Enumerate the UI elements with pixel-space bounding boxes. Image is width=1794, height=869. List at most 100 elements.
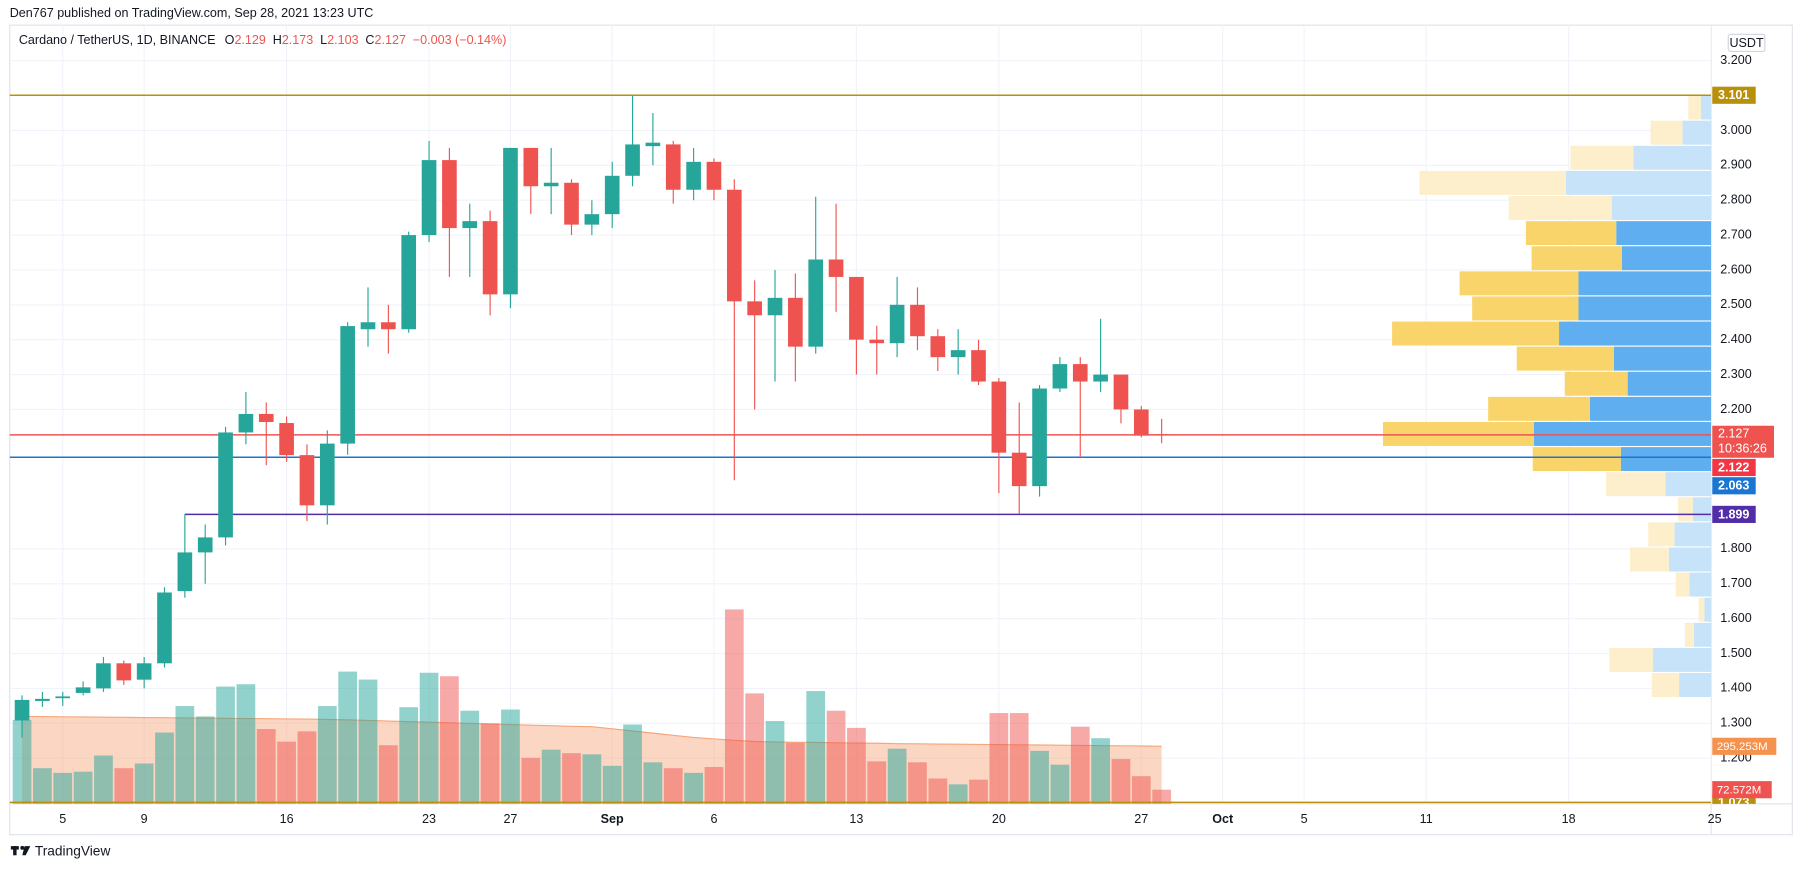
x-tick-label: 27 xyxy=(1134,812,1148,826)
profile-up xyxy=(1650,120,1683,145)
candle-body xyxy=(1072,364,1088,382)
ohlc-key: L xyxy=(320,33,327,47)
profile-down xyxy=(1679,673,1712,698)
volume-bar xyxy=(806,691,826,804)
level-label: 2.122 xyxy=(1718,460,1749,474)
volume-bar xyxy=(562,753,581,804)
volume-bar xyxy=(358,679,378,804)
legend: Cardano / TetherUS, 1D, BINANCE O2.129 H2.… xyxy=(19,33,507,47)
candle-body xyxy=(950,350,966,358)
volume-bar xyxy=(928,778,948,804)
y-tick-label: 1.700 xyxy=(1720,576,1751,590)
volume-bar xyxy=(867,761,887,804)
profile-up xyxy=(1648,522,1675,547)
candle-body xyxy=(299,455,315,506)
profile-down xyxy=(1665,472,1712,497)
volume-label-box xyxy=(1712,781,1772,799)
volume-pane xyxy=(12,609,1172,804)
profile-down xyxy=(1692,497,1712,522)
volume-bar xyxy=(134,763,154,804)
volume-bar xyxy=(1070,726,1090,804)
price-label-box xyxy=(1712,425,1775,458)
x-tick-label: 5 xyxy=(59,812,66,826)
ohlc-value: 2.127 xyxy=(375,33,406,47)
candle-body xyxy=(401,235,417,330)
level-label-box xyxy=(1712,458,1756,477)
x-tick-label: 25 xyxy=(1708,812,1722,826)
volume-bar xyxy=(826,710,846,804)
profile-down xyxy=(1704,597,1712,622)
y-tick-label: 1.300 xyxy=(1720,716,1751,730)
candle-body xyxy=(462,221,478,229)
profile-up xyxy=(1564,371,1628,396)
ohlc-key: H xyxy=(273,33,282,47)
logo-part xyxy=(13,846,17,856)
volume-bar xyxy=(1111,759,1131,804)
volume-bar xyxy=(602,765,622,804)
y-tick-label: 1.500 xyxy=(1720,646,1751,660)
candle-body xyxy=(1032,388,1047,487)
candle-body xyxy=(279,423,294,456)
candle-body xyxy=(340,326,355,444)
volume-bar xyxy=(1050,764,1070,804)
symbol: Cardano / TetherUS, 1D, BINANCE xyxy=(19,33,216,47)
x-tick-label: 9 xyxy=(141,812,148,826)
profile-down xyxy=(1700,95,1712,120)
ohlc-key: C xyxy=(365,33,374,47)
profile-down xyxy=(1627,371,1712,396)
candle-body xyxy=(523,147,539,187)
volume-bar xyxy=(724,609,744,804)
candle-body xyxy=(116,663,132,681)
candle-body xyxy=(14,699,30,721)
volume-bar xyxy=(256,729,276,804)
volume-bar xyxy=(33,768,52,804)
candle-body xyxy=(625,144,640,176)
volume-bar xyxy=(908,762,927,804)
candle-body xyxy=(177,552,193,592)
candle-body xyxy=(319,443,335,506)
volume-bar xyxy=(236,684,256,804)
candle-body xyxy=(788,297,803,347)
volume-bar xyxy=(1091,738,1110,804)
profile-down xyxy=(1578,271,1712,296)
volume-bar xyxy=(216,686,235,804)
volume-bar xyxy=(195,716,215,804)
level-label: 2.063 xyxy=(1718,479,1749,493)
profile-up xyxy=(1609,647,1653,672)
price-axis: 3.200 3.000 2.900 2.800 2.700 2.600 2.500 2.400… xyxy=(1712,33,1777,804)
candle-body xyxy=(665,144,681,190)
volume-bar xyxy=(480,723,500,804)
y-tick-label: 2.500 xyxy=(1720,297,1751,311)
candle-body xyxy=(136,663,152,680)
x-tick-label: 23 xyxy=(422,812,436,826)
candle-body xyxy=(991,381,1007,453)
candle-body xyxy=(543,182,559,187)
ohlc-value: 2.129 xyxy=(234,33,265,47)
volume-bar xyxy=(399,707,419,804)
countdown: 10:36:26 xyxy=(1718,442,1767,456)
y-tick-label: 2.800 xyxy=(1720,193,1751,207)
profile-down xyxy=(1689,572,1712,597)
candle-body xyxy=(421,160,437,236)
brand: TradingView xyxy=(10,843,110,858)
x-tick-label: 13 xyxy=(849,812,863,826)
profile-down xyxy=(1589,396,1712,421)
candle-body xyxy=(584,214,600,225)
candle-body xyxy=(930,336,946,358)
ohlc-value: 2.173 xyxy=(282,33,313,47)
candle-body xyxy=(35,698,50,701)
currency-box xyxy=(1727,33,1766,53)
candle-body xyxy=(1093,374,1108,382)
logo-part xyxy=(20,845,25,850)
y-tick-label: 1.400 xyxy=(1720,681,1751,695)
profile-down xyxy=(1559,321,1712,346)
volume-bar xyxy=(989,713,1009,804)
profile-up xyxy=(1684,622,1694,647)
candle-body xyxy=(218,432,233,538)
volume-bar xyxy=(1030,750,1049,804)
candle-body xyxy=(482,221,498,295)
profile-down xyxy=(1533,421,1712,446)
x-tick-label: 20 xyxy=(992,812,1006,826)
candle-body xyxy=(75,687,91,693)
volume-bar xyxy=(887,748,907,804)
